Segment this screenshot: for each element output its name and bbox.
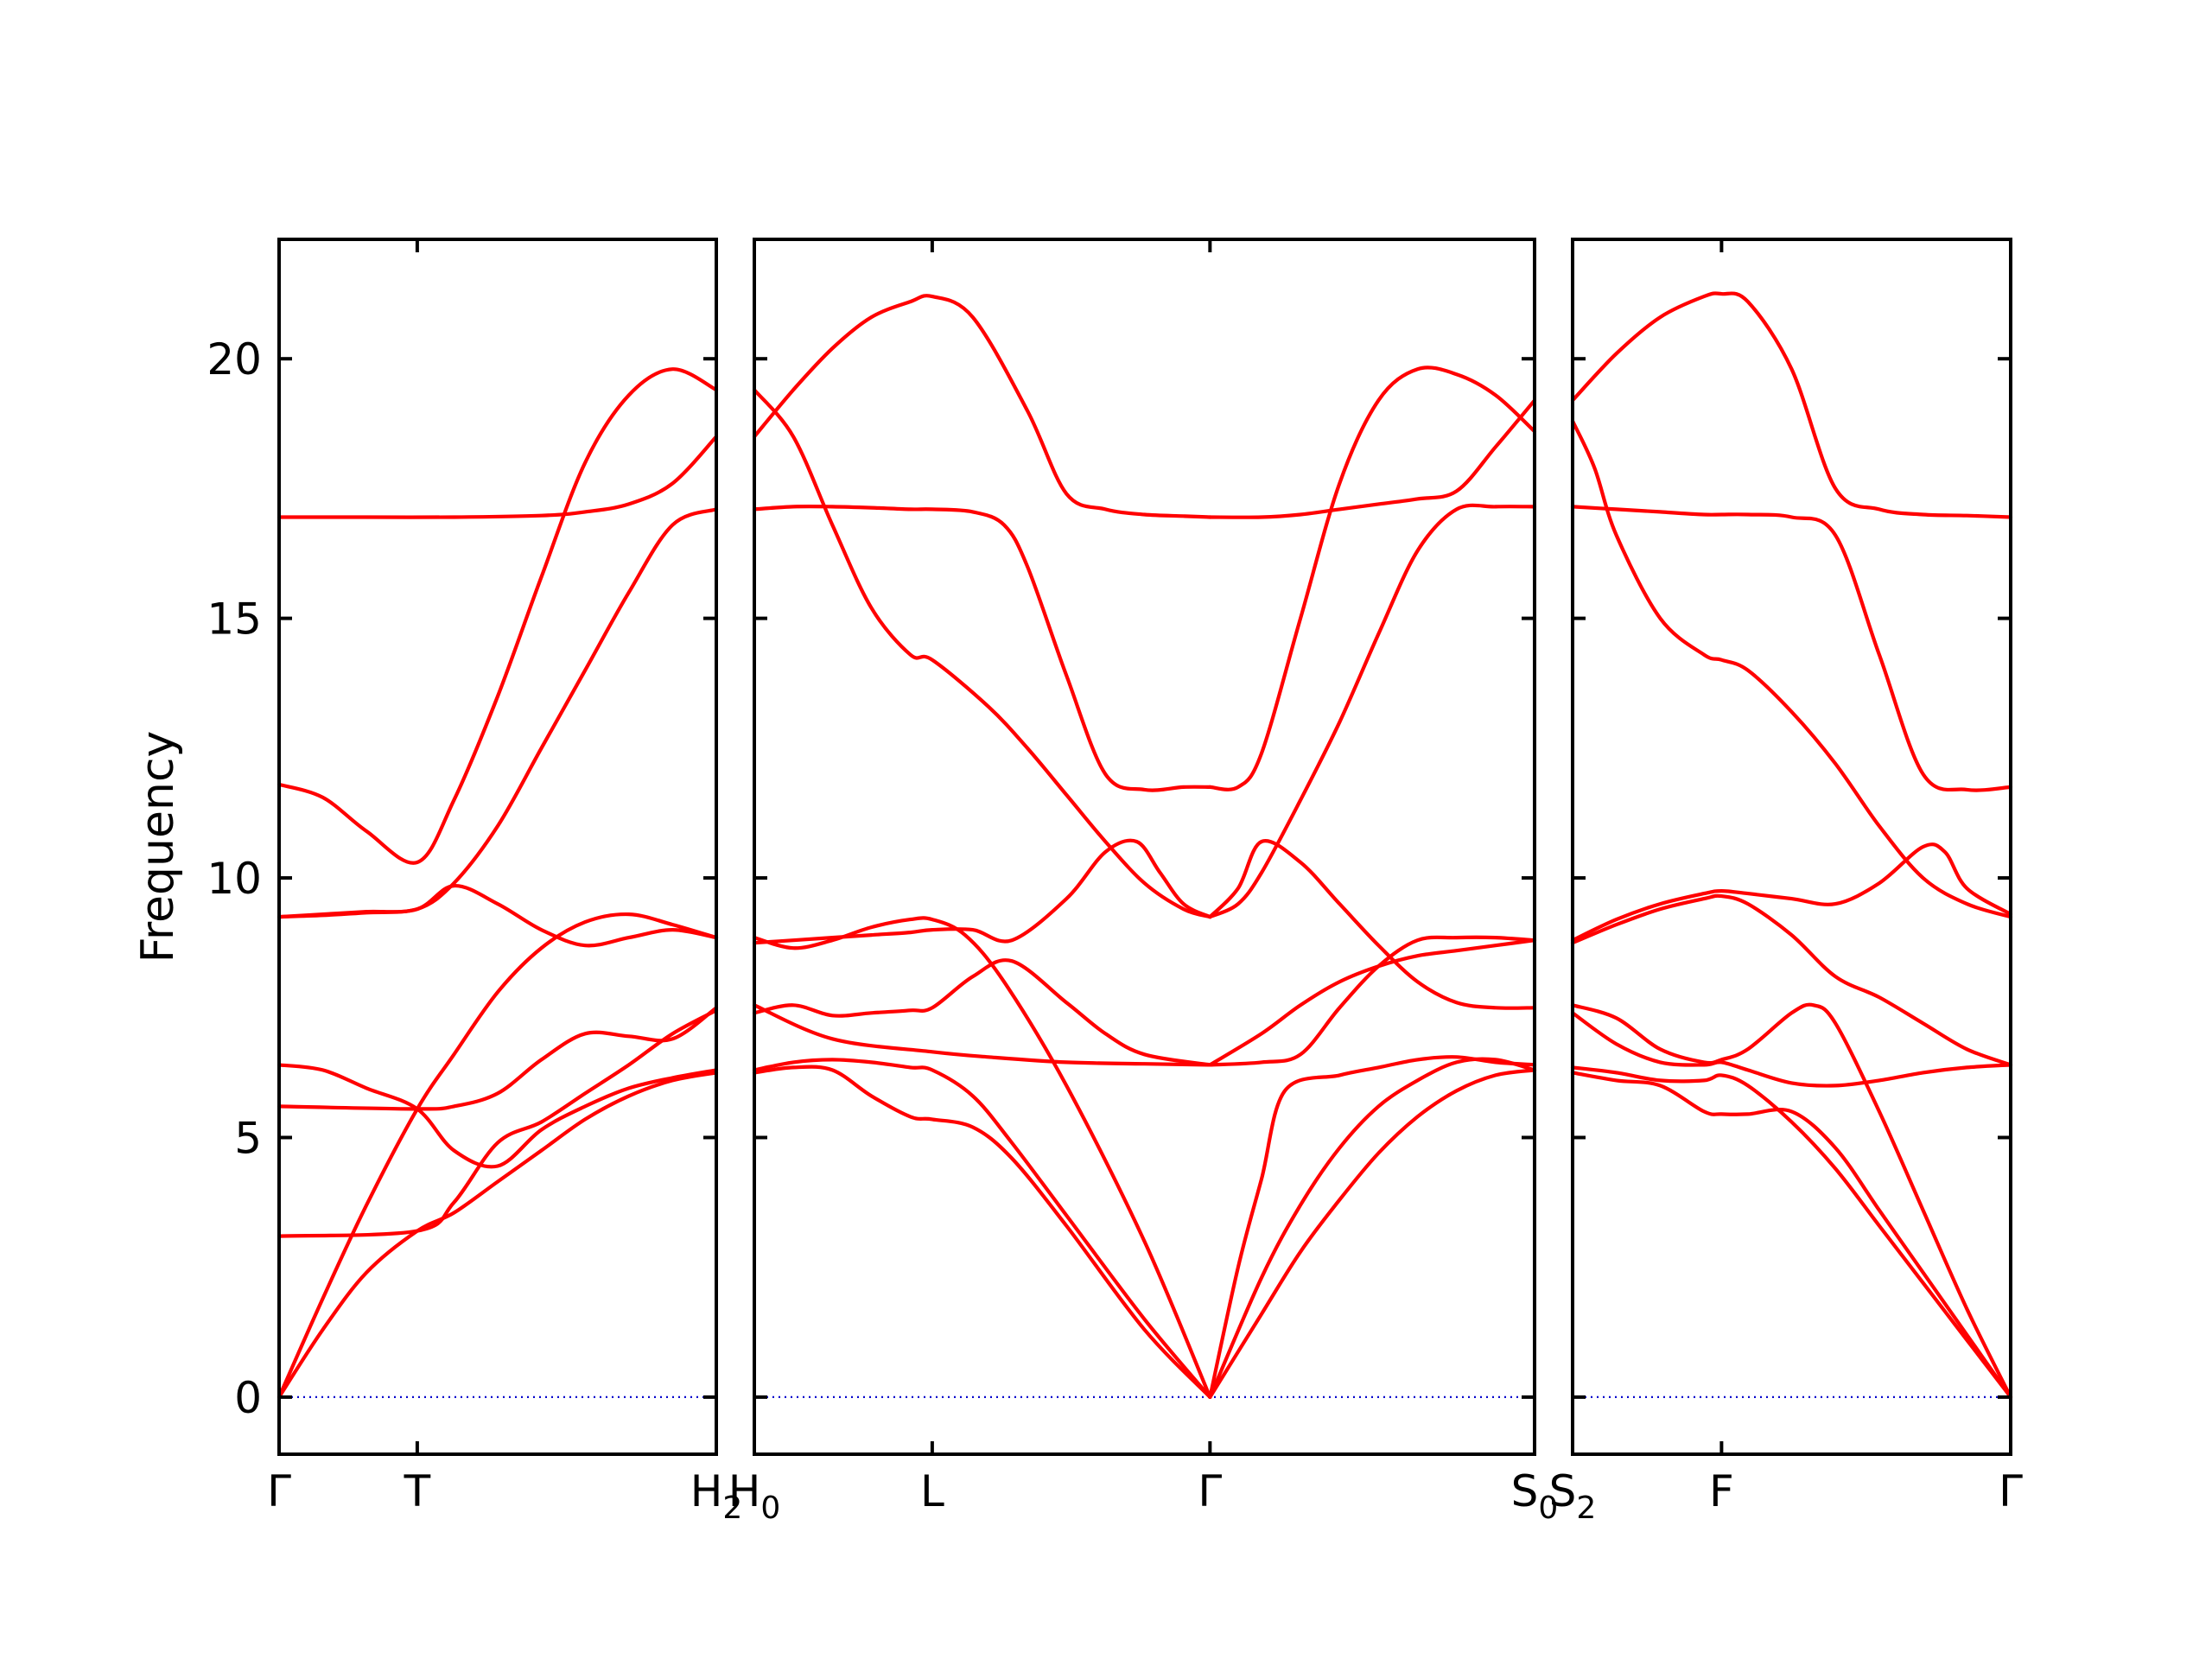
- y-tick-label: 5: [234, 1113, 262, 1163]
- y-tick-label: 0: [234, 1373, 262, 1423]
- phonon-band-line: [752, 294, 1212, 519]
- phonon-band-line: [752, 1003, 1212, 1067]
- phonon-band-line: [752, 838, 1212, 945]
- panel-frame: [277, 238, 718, 1456]
- phonon-band-line: [1570, 419, 2013, 919]
- y-tick-label: 15: [207, 594, 262, 645]
- phonon-band-line: [1570, 842, 2013, 943]
- phonon-band-line: [1570, 893, 2013, 1067]
- panel-frame: [1571, 238, 2012, 1456]
- y-axis-label: Frequency: [132, 731, 184, 963]
- phonon-band-line: [752, 1058, 1212, 1399]
- phonon-band-line: [752, 958, 1212, 1067]
- phonon-band-line: [1208, 1068, 1537, 1399]
- phonon-band-line: [1208, 938, 1537, 1067]
- x-tick-label: T: [404, 1466, 431, 1516]
- phonon-band-line: [276, 1071, 719, 1399]
- phonon-band-line: [1208, 398, 1537, 519]
- phonon-band-line: [1570, 291, 2013, 519]
- panel-frame: [753, 238, 1536, 1456]
- phonon-band-line: [1208, 1055, 1537, 1399]
- y-tick-label: 10: [207, 854, 262, 904]
- phonon-band-line: [1208, 935, 1537, 1067]
- y-tick-label: 20: [207, 334, 262, 385]
- phonon-band-line: [752, 388, 1212, 919]
- phonon-band-line: [276, 1008, 719, 1238]
- phonon-band-line: [752, 1065, 1212, 1399]
- phonon-band-line: [276, 1006, 719, 1111]
- phonon-band-line: [276, 435, 719, 519]
- phonon-band-line: [1570, 1011, 2013, 1088]
- phonon-band-line: [276, 1063, 719, 1169]
- x-tick-label: Γ: [1198, 1466, 1222, 1516]
- x-tick-label: Γ: [1999, 1466, 2023, 1516]
- phonon-band-line: [1208, 365, 1537, 791]
- x-tick-label: F: [1709, 1466, 1734, 1516]
- phonon-band-line: [1570, 505, 2013, 792]
- panel-H0-L-gamma-S0: H0 L Γ S0: [728, 238, 1558, 1526]
- panel-S2-F-gamma: S2 F Γ: [1549, 238, 2023, 1526]
- phonon-band-line: [1208, 503, 1537, 919]
- phonon-band-line: [276, 367, 719, 865]
- phonon-band-line: [1208, 839, 1537, 1010]
- phonon-band-line: [276, 912, 719, 1399]
- x-tick-label: L: [920, 1466, 944, 1516]
- phonon-band-line: [1570, 1002, 2013, 1399]
- phonon-band-line: [752, 916, 1212, 1399]
- phonon-band-line: [1570, 1071, 2013, 1399]
- phonon-band-line: [1570, 1065, 2013, 1399]
- x-tick-label: Γ: [267, 1466, 291, 1516]
- phonon-band-line: [752, 505, 1212, 792]
- phonon-band-line: [276, 883, 719, 948]
- phonon-band-line: [1208, 1057, 1537, 1399]
- phonon-band-line: [276, 507, 719, 919]
